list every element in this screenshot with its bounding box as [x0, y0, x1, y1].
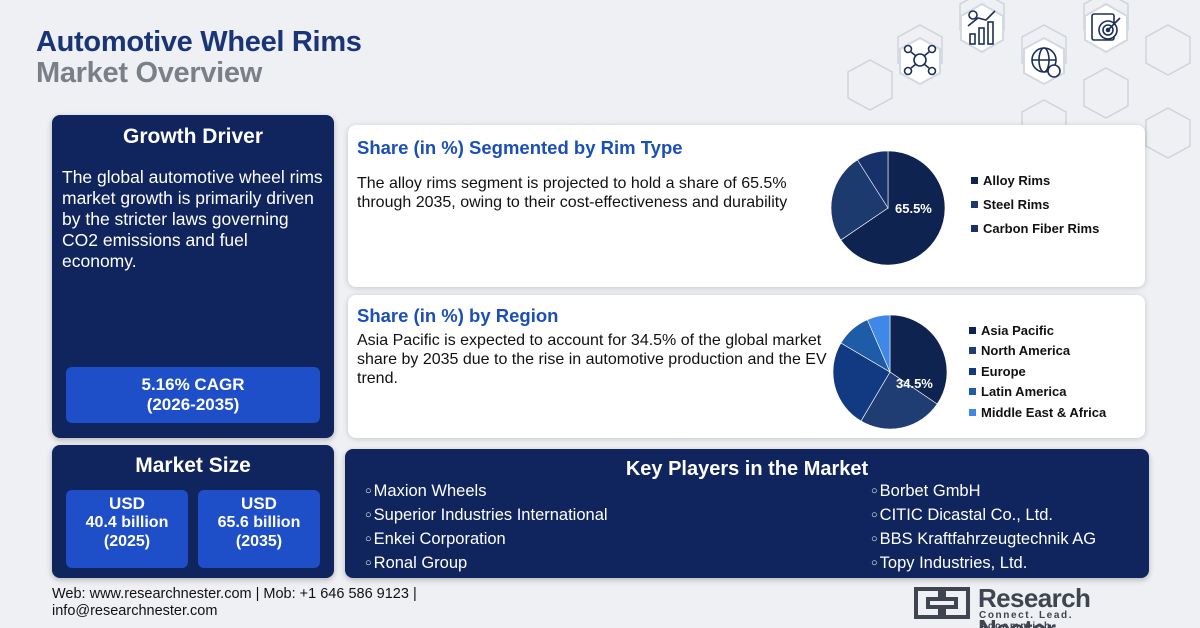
- page-subtitle: Market Overview: [36, 57, 263, 89]
- bar-chart-icon: [967, 10, 996, 45]
- legend-swatch: [969, 367, 976, 375]
- legend-item: Carbon Fiber Rims: [971, 216, 1099, 240]
- cagr-value: 5.16% CAGR: [141, 375, 245, 394]
- pie-slice-middle-east-africa: [866, 315, 891, 373]
- rim-type-title: Share (in %) Segmented by Rim Type: [357, 137, 683, 158]
- key-players-left-list: Maxion Wheels Superior Industries Intern…: [365, 480, 608, 576]
- region-panel: Share (in %) by Region Asia Pacific is e…: [348, 295, 1145, 438]
- list-item: Topy Industries, Ltd.: [871, 552, 1096, 576]
- contact-footer: Web: www.researchnester.com | Mob: +1 64…: [52, 586, 417, 620]
- legend-item: North America: [969, 340, 1106, 361]
- contact-email: info@researchnester.com: [52, 603, 218, 619]
- market-year: (2025): [103, 533, 151, 550]
- logo-mark-icon: [914, 587, 970, 619]
- currency-label: USD: [109, 494, 145, 513]
- region-pie-chart: 34.5%: [832, 315, 948, 429]
- pie-slice-north-america: [860, 371, 938, 429]
- legend-swatch: [969, 408, 976, 416]
- legend-label: Latin America: [981, 384, 1067, 399]
- cagr-period: (2026-2035): [146, 395, 240, 414]
- region-legend: Asia Pacific North America Europe Latin Ame…: [969, 320, 1106, 423]
- legend-item: Europe: [969, 361, 1106, 382]
- logo-tagline: Connect. Lead. Accomplish: [979, 610, 1074, 628]
- rim-type-legend: Alloy Rims Steel Rims Carbon Fiber Rims: [971, 168, 1099, 240]
- pie-slice-carbon-fiber-rims: [857, 151, 889, 210]
- rim-type-panel: Share (in %) Segmented by Rim Type The a…: [348, 125, 1145, 287]
- legend-label: Carbon Fiber Rims: [983, 220, 1100, 236]
- logo-name: Research Nester: [978, 583, 1091, 628]
- legend-swatch: [969, 347, 976, 354]
- pie-data-label: 34.5%: [896, 376, 933, 391]
- network-icon: [903, 44, 937, 76]
- list-item: Maxion Wheels: [365, 480, 608, 504]
- growth-driver-heading: Growth Driver: [122, 125, 264, 148]
- legend-swatch: [971, 176, 978, 184]
- market-value: 40.4 billion: [85, 514, 169, 531]
- legend-swatch: [969, 388, 976, 395]
- legend-item: Middle East & Africa: [969, 402, 1106, 423]
- legend-label: Asia Pacific: [981, 322, 1054, 338]
- globe-dollar-icon: [1031, 47, 1061, 78]
- list-item: BBS Kraftfahrzeugtechnik AG: [871, 528, 1096, 552]
- market-size-panel: Market Size USD 40.4 billion (2025) USD …: [52, 445, 334, 578]
- list-item: Borbet GmbH: [871, 480, 1096, 504]
- legend-label: Alloy Rims: [983, 172, 1051, 188]
- target-icon: [1091, 13, 1121, 41]
- cagr-badge: 5.16% CAGR (2026-2035): [66, 367, 320, 423]
- currency-label: USD: [241, 494, 277, 513]
- legend-item: Alloy Rims: [971, 168, 1099, 192]
- legend-swatch: [971, 224, 978, 232]
- legend-label: North America: [981, 343, 1071, 358]
- growth-driver-panel: Growth Driver The global automotive whee…: [52, 115, 334, 438]
- pie-slice-asia-pacific: [889, 315, 948, 405]
- contact-line-1: Web: www.researchnester.com | Mob: +1 64…: [52, 586, 417, 602]
- region-title: Share (in %) by Region: [357, 305, 559, 326]
- market-year: (2035): [235, 533, 283, 550]
- list-item: Enkei Corporation: [365, 528, 608, 552]
- legend-swatch: [971, 200, 978, 208]
- legend-label: Europe: [981, 363, 1026, 379]
- list-item: CITIC Dicastal Co., Ltd.: [871, 504, 1096, 528]
- growth-driver-text: The global automotive wheel rims market …: [62, 167, 323, 271]
- rim-type-text: The alloy rims segment is projected to h…: [357, 175, 788, 211]
- market-size-2035: USD 65.6 billion (2035): [198, 490, 320, 568]
- legend-item: Latin America: [969, 381, 1106, 402]
- hexagon-decoration: [847, 0, 1191, 159]
- pie-slice-alloy-rims: [840, 151, 946, 265]
- legend-label: Steel Rims: [983, 196, 1050, 212]
- legend-label: Middle East & Africa: [981, 404, 1107, 420]
- legend-item: Asia Pacific: [969, 320, 1106, 341]
- key-players-right-list: Borbet GmbH CITIC Dicastal Co., Ltd. BBS…: [871, 480, 1096, 576]
- company-logo: Research Nester Connect. Lead. Accomplis…: [912, 583, 1147, 628]
- pie-slice-steel-rims: [830, 159, 889, 241]
- pie-slice-europe: [832, 342, 891, 422]
- market-size-2025: USD 40.4 billion (2025): [66, 490, 188, 568]
- market-value: 65.6 billion: [217, 514, 301, 531]
- key-players-heading: Key Players in the Market: [625, 458, 869, 480]
- pie-data-label: 65.5%: [895, 201, 932, 216]
- rim-type-pie-chart: 65.5%: [830, 151, 946, 265]
- legend-swatch: [969, 326, 976, 334]
- list-item: Superior Industries International: [365, 504, 608, 528]
- region-text: Asia Pacific is expected to account for …: [357, 332, 827, 387]
- key-players-panel: Key Players in the Market Maxion Wheels …: [345, 449, 1149, 578]
- market-size-heading: Market Size: [135, 454, 251, 477]
- legend-item: Steel Rims: [971, 192, 1099, 216]
- page-title: Automotive Wheel Rims: [36, 26, 362, 58]
- list-item: Ronal Group: [365, 552, 608, 576]
